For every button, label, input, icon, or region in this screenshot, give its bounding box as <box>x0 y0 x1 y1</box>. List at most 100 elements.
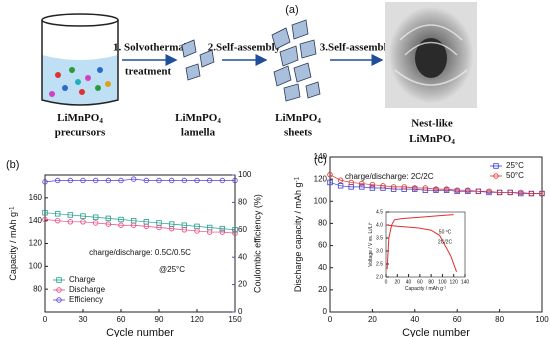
x-tick-label: 60 <box>453 315 462 324</box>
y-tick-label: 160 <box>29 193 43 202</box>
marker <box>105 215 112 222</box>
x-tick-label: 150 <box>228 315 242 324</box>
x-tick-label: 60 <box>417 279 423 285</box>
marker <box>67 219 74 225</box>
y-tick-label: 4.0 <box>376 222 383 228</box>
marker <box>42 179 48 185</box>
name: LiMnPO <box>275 112 318 124</box>
sup: + <box>368 222 372 224</box>
marker <box>118 222 124 228</box>
marker <box>118 177 124 184</box>
name: LiMnPO <box>409 133 452 145</box>
series-line <box>329 174 542 194</box>
x-tick-label: 0 <box>385 279 388 285</box>
material-name: LiMnPO4 <box>175 112 221 125</box>
y-axis-label: Capacity / mAh g-1 <box>8 206 18 281</box>
marker <box>232 227 238 233</box>
legend-label: 25°C <box>506 161 524 170</box>
step-label: 2.Self-assembly <box>208 42 281 54</box>
annotation: @25°C <box>159 265 185 274</box>
x-tick-label: 120 <box>450 279 459 285</box>
marker <box>194 228 200 234</box>
label-text: Discharge capacity / mAh g <box>293 183 303 293</box>
marker <box>369 185 376 191</box>
material-desc: precursors <box>55 127 106 139</box>
marker <box>92 214 99 220</box>
y-tick-label: 100 <box>29 261 43 270</box>
y2-tick-label: 80 <box>238 198 247 207</box>
y-tick-label: 80 <box>318 219 327 228</box>
y-axis-label: Voltage / V vs. Li/Li+ <box>368 222 375 267</box>
annotation: 2C/2C <box>438 239 453 245</box>
marker <box>539 190 545 197</box>
y2-tick-label: 100 <box>238 170 252 179</box>
y-tick-label: 3.5 <box>376 235 383 241</box>
marker <box>168 177 175 184</box>
marker <box>327 172 333 178</box>
marker <box>156 177 162 184</box>
step-label: 1. Solvothermal <box>113 42 187 54</box>
y-tick-label: 4.5 <box>376 209 383 215</box>
material-desc: Nest-like <box>411 118 453 130</box>
plot-frame <box>385 211 466 278</box>
x-tick-label: 80 <box>495 315 504 324</box>
marker <box>380 183 386 189</box>
marker <box>219 229 226 235</box>
marker <box>181 177 188 184</box>
x-tick-label: 60 <box>117 315 126 324</box>
marker <box>507 189 513 196</box>
marker <box>143 177 150 184</box>
legend-label: Charge <box>69 275 96 284</box>
series-line <box>44 219 236 234</box>
series-line <box>386 214 454 270</box>
marker <box>412 185 418 191</box>
marker <box>80 177 86 184</box>
x-tick-label: 100 <box>438 279 447 285</box>
subscript: 4 <box>451 138 455 146</box>
marker <box>168 225 175 232</box>
marker <box>493 173 499 179</box>
marker <box>443 186 450 192</box>
y-tick-label: 2.0 <box>376 274 383 280</box>
y-tick-label: 3.0 <box>376 248 383 254</box>
y-tick-label: 40 <box>318 263 327 272</box>
marker <box>422 185 429 191</box>
series-line <box>44 212 236 231</box>
lamella <box>181 39 215 81</box>
x-tick-label: 80 <box>428 279 434 285</box>
inset-background <box>364 208 473 295</box>
x-tick-label: 90 <box>155 315 164 324</box>
step-label: treatment <box>125 66 172 78</box>
marker <box>118 216 124 223</box>
marker <box>56 277 62 283</box>
panel-label: (c) <box>314 154 327 166</box>
marker <box>232 230 238 236</box>
marker <box>92 220 99 226</box>
marker <box>369 181 376 188</box>
marker <box>42 216 48 223</box>
y-tick-label: 2.5 <box>376 261 383 267</box>
marker <box>143 223 150 230</box>
marker <box>359 180 365 187</box>
name: LiMnPO <box>57 112 100 124</box>
marker <box>337 183 344 189</box>
marker <box>56 287 62 293</box>
marker <box>518 189 524 196</box>
marker <box>390 184 397 190</box>
series-line <box>44 178 235 183</box>
marker <box>206 229 213 235</box>
marker <box>156 224 162 231</box>
material-desc: lamella <box>181 127 216 139</box>
y-axis-label: Discharge capacity / mAh g-1 <box>293 176 303 292</box>
annotation: 50 ºC <box>439 229 452 235</box>
marker <box>359 184 365 190</box>
material-desc: sheets <box>284 127 313 139</box>
panel-a: (a) 1. Solvothermal treatment 2.Self-ass… <box>41 2 477 146</box>
marker <box>67 212 74 218</box>
marker <box>181 227 188 233</box>
x-tick-label: 30 <box>79 315 88 324</box>
panel-label: (b) <box>6 159 19 171</box>
marker <box>528 190 535 197</box>
y-tick-label: 120 <box>29 239 43 248</box>
